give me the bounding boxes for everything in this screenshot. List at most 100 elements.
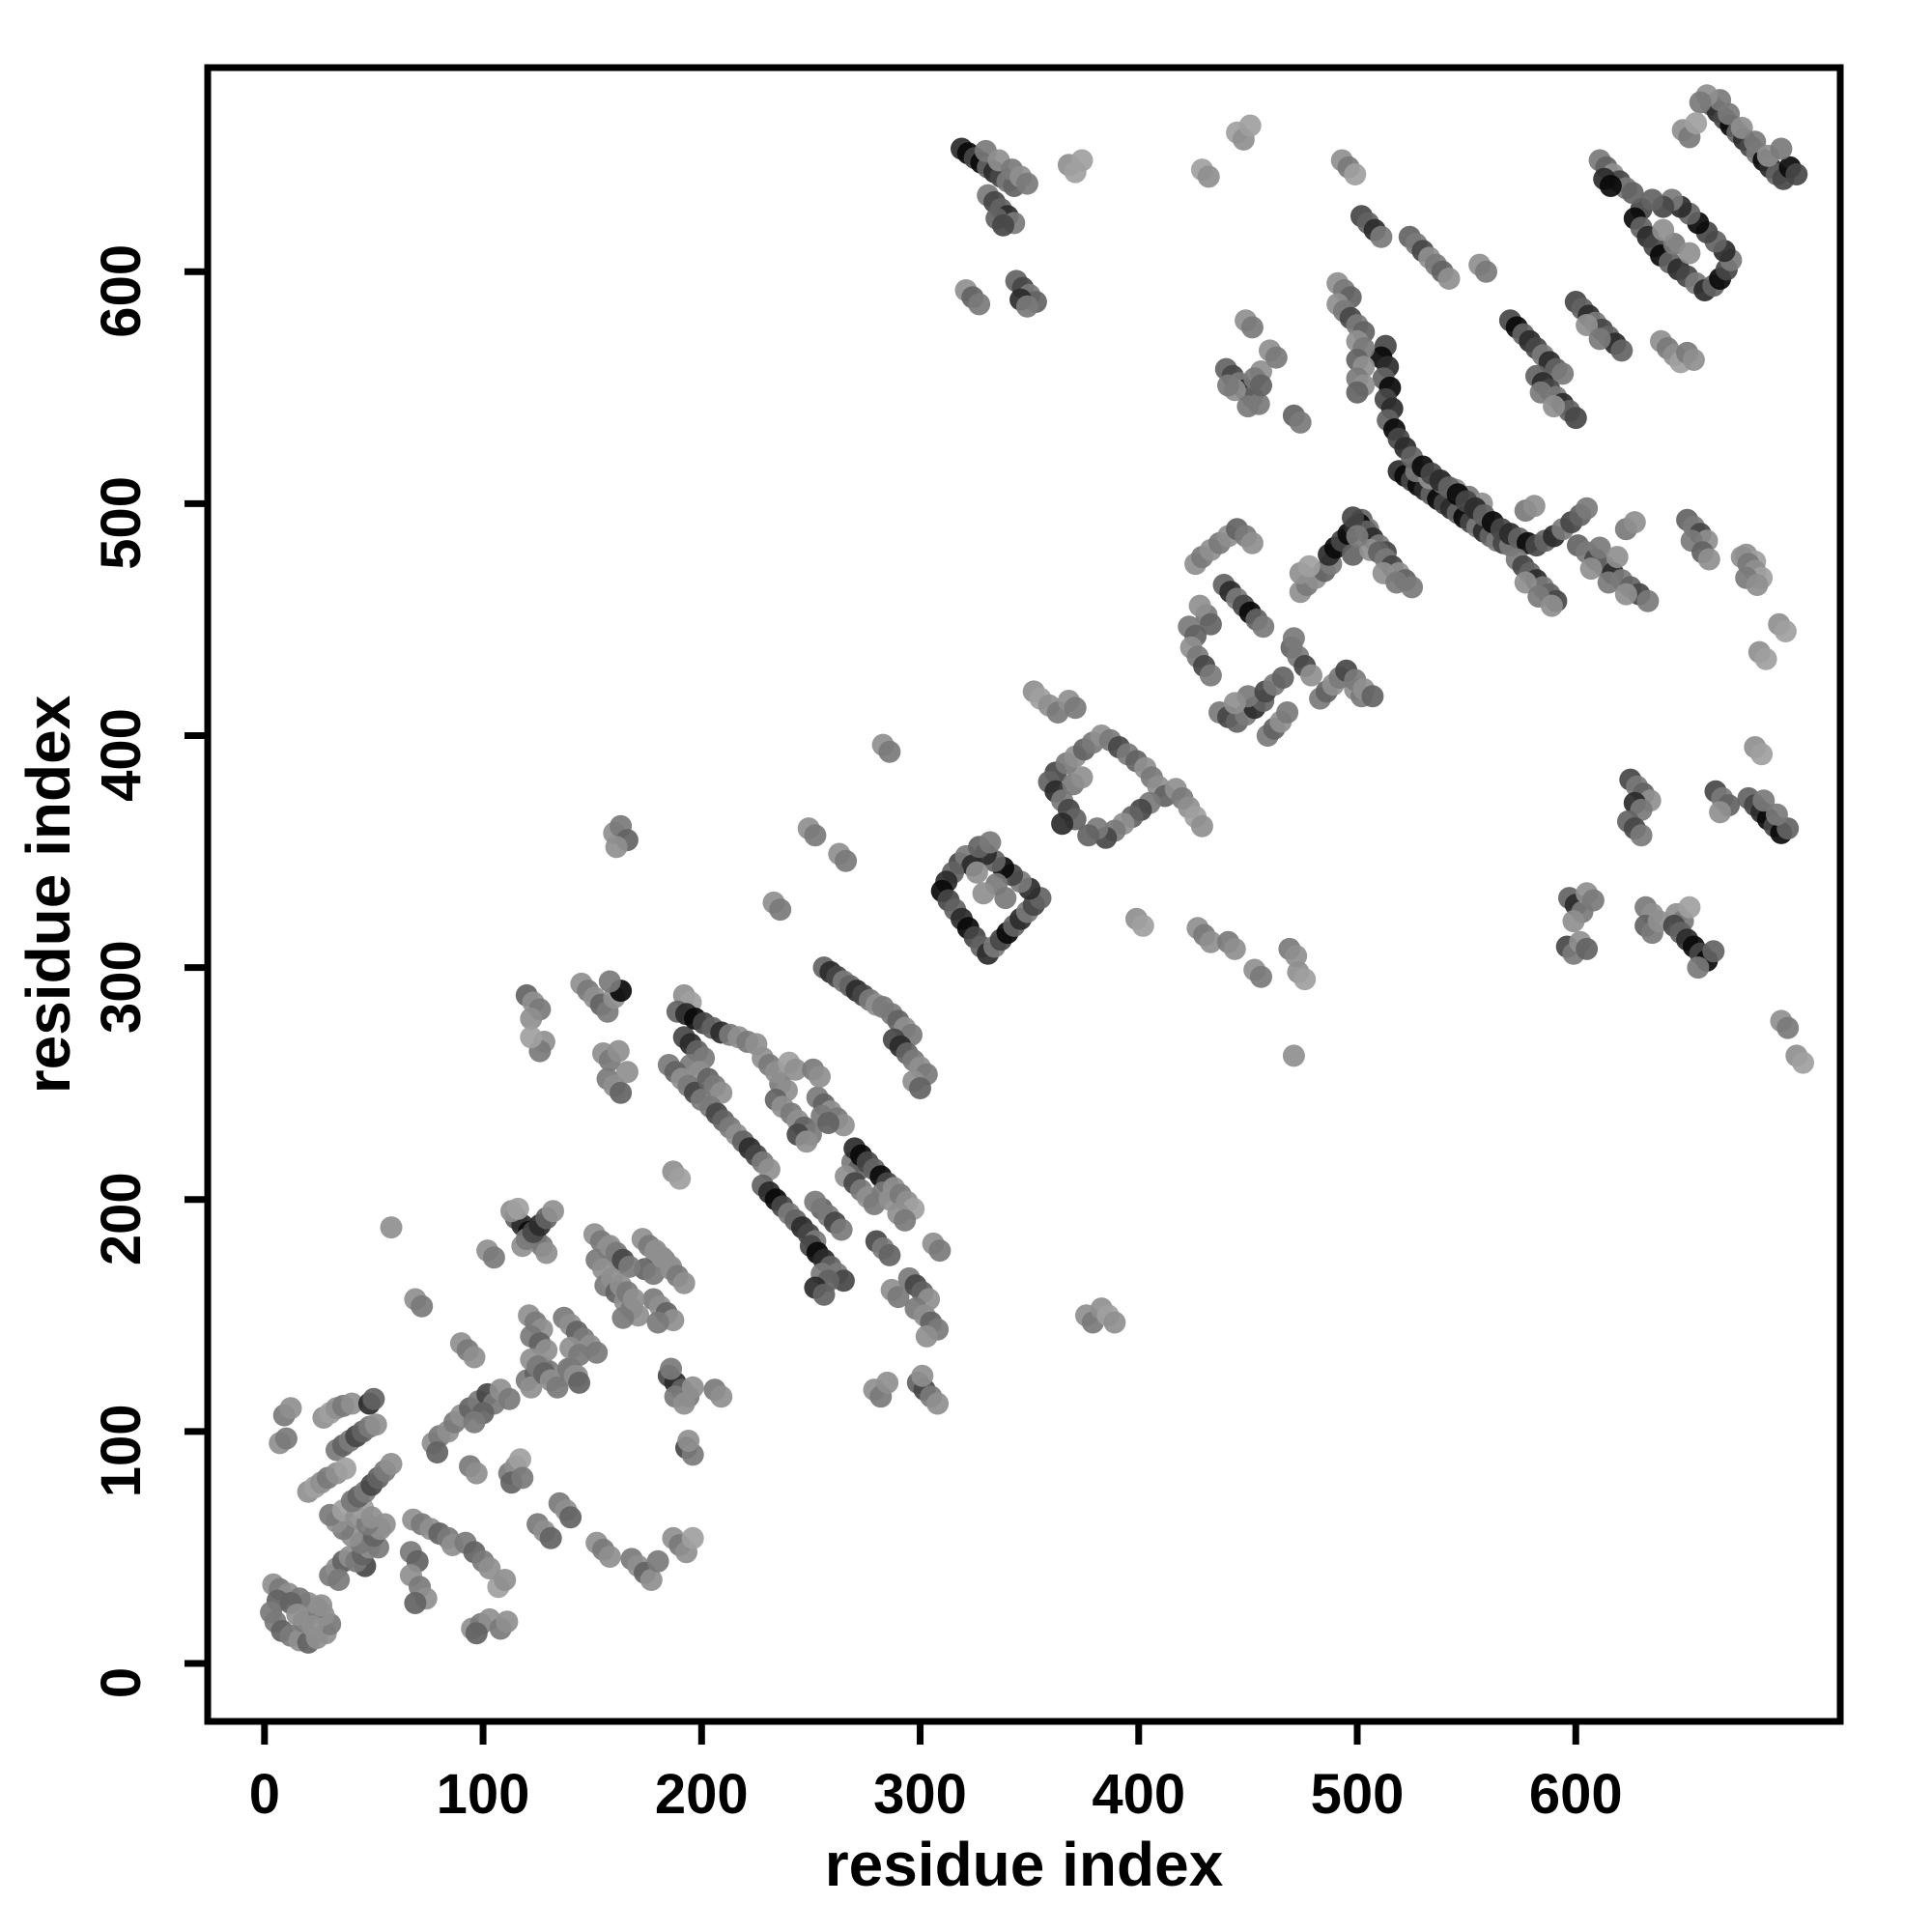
data-point	[1077, 824, 1100, 847]
data-point	[1529, 381, 1552, 404]
data-point	[1752, 789, 1776, 812]
data-point	[1223, 692, 1246, 715]
data-point	[1581, 889, 1605, 912]
axis-ticks-layer	[185, 268, 1579, 1745]
data-point	[568, 1371, 591, 1394]
data-point	[340, 1392, 363, 1415]
data-point	[1240, 316, 1264, 339]
data-point	[1697, 548, 1720, 571]
data-point	[1678, 895, 1701, 919]
data-point	[1238, 114, 1262, 137]
data-point	[1271, 667, 1294, 689]
data-point	[1540, 594, 1563, 617]
data-point	[646, 1549, 669, 1573]
data-point	[482, 1246, 505, 1269]
data-point	[972, 882, 995, 905]
data-point	[1264, 346, 1288, 369]
data-point	[1223, 937, 1246, 960]
data-point	[279, 1397, 302, 1420]
scatter-points-layer	[260, 84, 1814, 1654]
tick-label: 100	[437, 1763, 530, 1826]
tick-label: 0	[90, 1667, 153, 1698]
data-point	[1702, 940, 1725, 963]
data-point	[911, 1364, 934, 1387]
data-point	[817, 1112, 839, 1134]
data-point	[992, 213, 1014, 237]
data-point	[615, 1061, 639, 1084]
data-point	[1437, 268, 1461, 290]
data-point	[494, 1569, 517, 1591]
data-point	[506, 1197, 529, 1220]
x-axis-title: residue index	[825, 1830, 1224, 1899]
data-point	[1576, 937, 1599, 960]
data-point	[646, 1311, 669, 1334]
data-point	[1199, 930, 1222, 953]
axis-tick-labels-layer: 0 100 200 300 400 500 600 0 100 200 300 400 500 600	[90, 244, 1623, 1826]
data-point	[832, 1269, 855, 1293]
tick-label: 600	[90, 244, 153, 338]
data-point	[520, 1026, 543, 1049]
data-point	[310, 1594, 333, 1617]
data-point	[1640, 188, 1663, 212]
data-point	[1064, 696, 1087, 720]
data-point	[784, 1058, 808, 1081]
data-point	[1199, 612, 1222, 636]
data-point	[1070, 766, 1094, 789]
data-point	[1385, 571, 1408, 594]
data-point	[465, 1462, 488, 1485]
tick-label: 300	[90, 940, 153, 1034]
data-point	[812, 1283, 836, 1306]
data-point	[539, 1526, 562, 1549]
data-point	[1250, 965, 1272, 988]
data-point	[411, 1294, 434, 1318]
data-point	[1282, 627, 1305, 650]
y-axis-title: residue index	[14, 695, 83, 1094]
data-point	[1709, 801, 1732, 824]
data-point	[979, 831, 1002, 854]
data-point	[1285, 945, 1308, 968]
data-point	[639, 1569, 663, 1591]
data-point	[835, 849, 858, 872]
data-point	[1785, 163, 1808, 185]
data-point	[1605, 546, 1629, 569]
data-point	[1588, 536, 1611, 559]
data-point	[1621, 182, 1644, 205]
data-point	[585, 1341, 609, 1364]
data-point	[677, 1430, 700, 1452]
data-point	[1774, 620, 1797, 642]
data-point	[878, 1243, 901, 1266]
data-point	[1293, 968, 1317, 991]
data-point	[769, 898, 792, 922]
data-point	[1188, 594, 1211, 617]
data-point	[327, 1569, 351, 1591]
data-point	[1015, 172, 1038, 195]
data-point	[887, 1286, 910, 1309]
tick-label: 400	[90, 708, 153, 802]
data-point	[1776, 1016, 1800, 1039]
data-point	[1652, 218, 1675, 242]
data-point	[509, 1448, 531, 1471]
data-point	[1610, 339, 1634, 362]
tick-label: 300	[873, 1763, 967, 1826]
data-point	[607, 1039, 630, 1063]
data-point	[809, 1065, 831, 1088]
data-point	[1217, 374, 1239, 397]
data-point	[1015, 295, 1038, 318]
tick-label: 200	[90, 1172, 153, 1265]
data-point	[1576, 314, 1599, 336]
tick-label: 400	[1092, 1763, 1185, 1826]
data-point	[497, 1387, 521, 1410]
data-point	[1543, 395, 1566, 418]
data-point	[546, 1376, 569, 1399]
data-point	[965, 861, 988, 884]
data-point	[404, 1592, 427, 1614]
data-point	[1199, 664, 1222, 687]
data-point	[928, 1239, 952, 1263]
data-point	[1579, 557, 1603, 581]
data-point	[1370, 225, 1393, 248]
data-point	[681, 1376, 704, 1399]
data-point	[1346, 525, 1369, 548]
data-point	[618, 1255, 641, 1278]
data-point	[1730, 116, 1753, 139]
data-point	[1276, 701, 1299, 724]
